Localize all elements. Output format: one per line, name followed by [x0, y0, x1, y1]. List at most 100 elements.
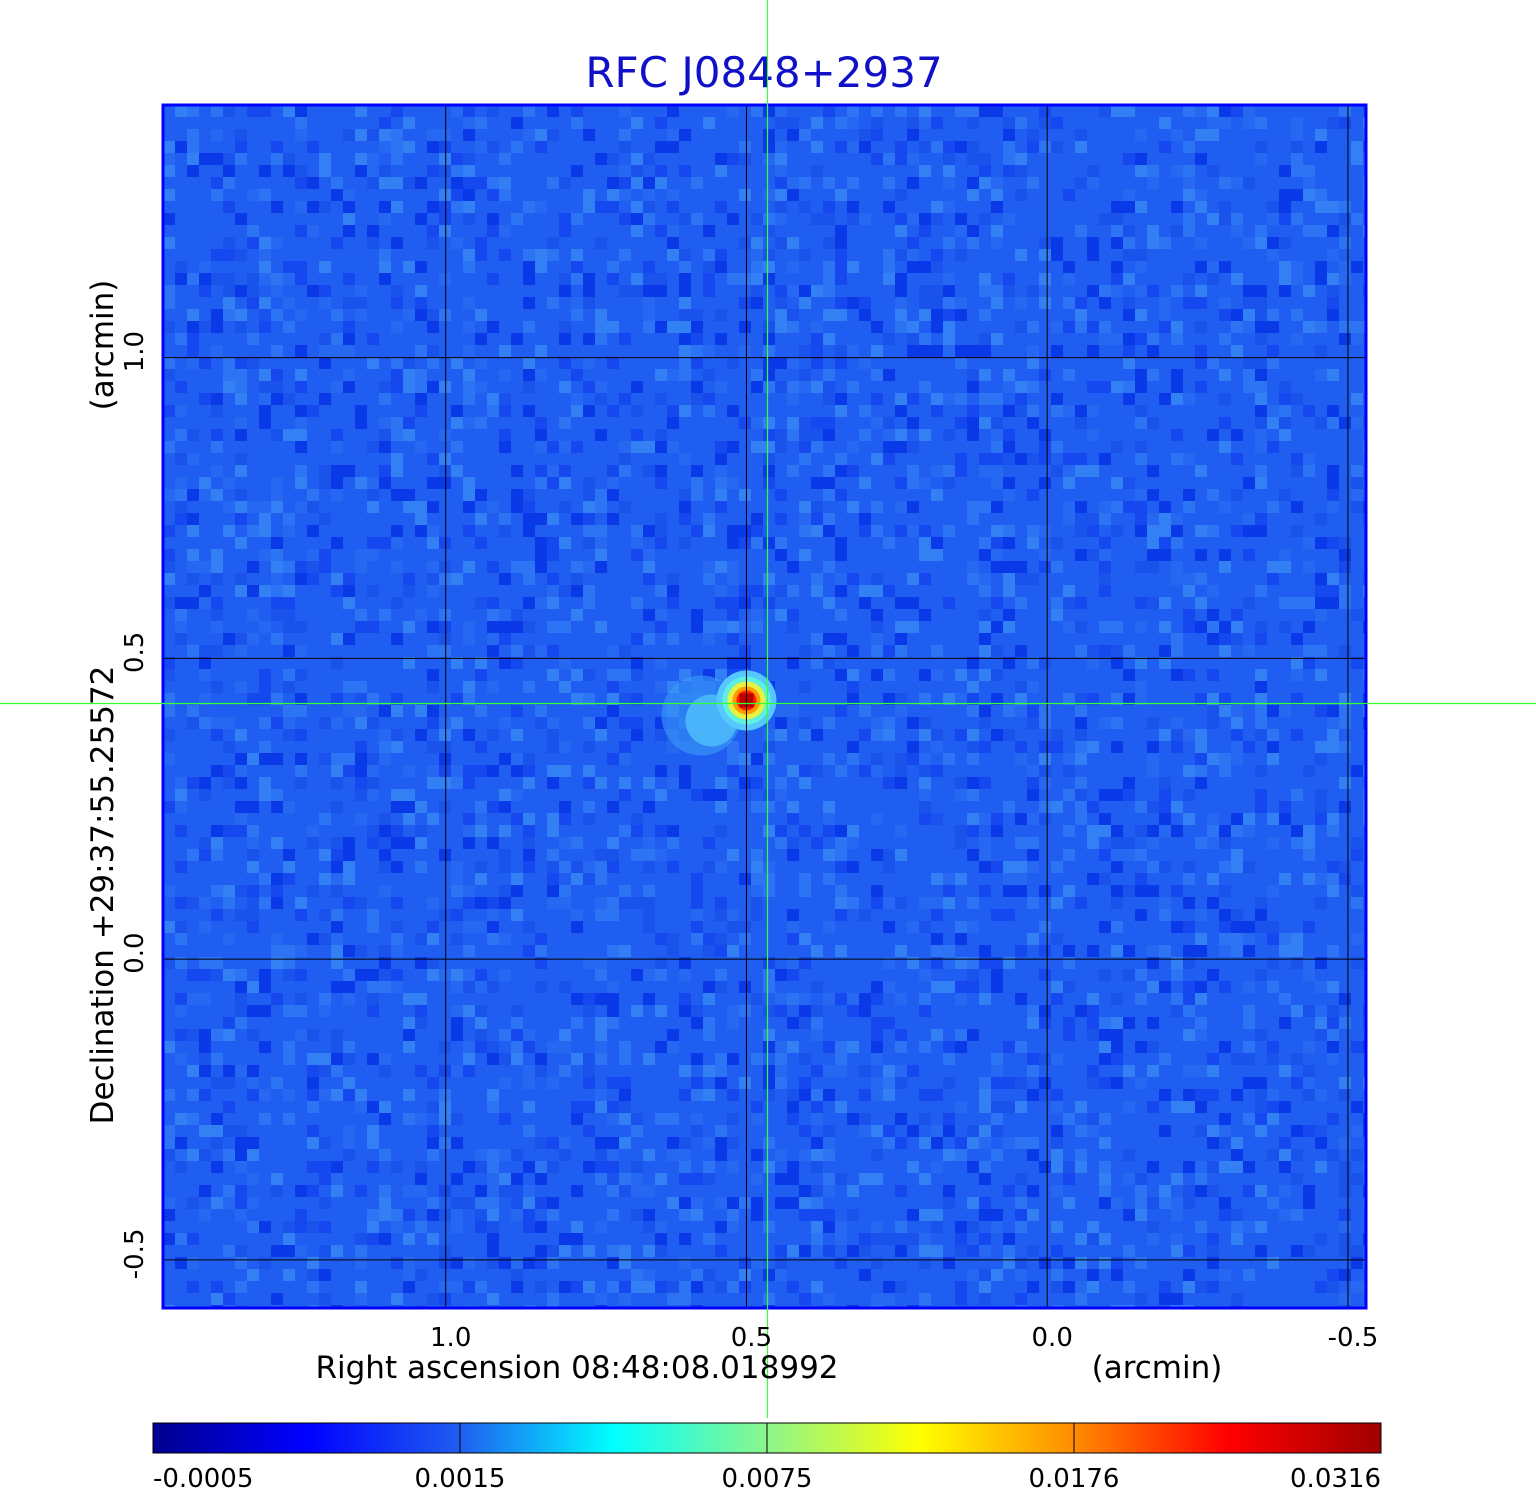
noise-cell [1195, 321, 1207, 333]
noise-cell [679, 957, 691, 969]
noise-cell [1039, 1269, 1051, 1281]
noise-cell [1099, 513, 1111, 525]
noise-cell [1003, 585, 1015, 597]
noise-cell [259, 1233, 271, 1245]
noise-cell [643, 885, 655, 897]
noise-cell [1255, 321, 1267, 333]
noise-cell [991, 417, 1003, 429]
noise-cell [451, 549, 463, 561]
noise-cell [643, 561, 655, 573]
noise-cell [811, 1005, 823, 1017]
noise-cell [1135, 333, 1147, 345]
noise-cell [295, 429, 307, 441]
noise-cell [1183, 1089, 1195, 1101]
noise-cell [163, 297, 175, 309]
noise-cell [1147, 765, 1159, 777]
noise-cell [1159, 585, 1171, 597]
noise-cell [1219, 201, 1231, 213]
noise-cell [1135, 657, 1147, 669]
noise-cell [1243, 1005, 1255, 1017]
noise-cell [871, 117, 883, 129]
noise-cell [199, 693, 211, 705]
noise-cell [247, 297, 259, 309]
noise-cell [919, 717, 931, 729]
noise-cell [631, 201, 643, 213]
noise-cell [847, 201, 859, 213]
noise-cell [1003, 885, 1015, 897]
noise-cell [607, 645, 619, 657]
noise-cell [175, 1005, 187, 1017]
noise-cell [343, 1281, 355, 1293]
noise-cell [775, 777, 787, 789]
noise-cell [787, 705, 799, 717]
noise-cell [1303, 861, 1315, 873]
noise-cell [403, 1269, 415, 1281]
noise-cell [823, 849, 835, 861]
noise-cell [187, 513, 199, 525]
noise-cell [1171, 489, 1183, 501]
noise-cell [991, 537, 1003, 549]
noise-cell [895, 1221, 907, 1233]
noise-cell [607, 357, 619, 369]
noise-cell [775, 537, 787, 549]
noise-cell [235, 1281, 247, 1293]
noise-cell [1027, 813, 1039, 825]
noise-cell [1231, 621, 1243, 633]
noise-cell [1195, 909, 1207, 921]
noise-cell [931, 321, 943, 333]
noise-cell [871, 609, 883, 621]
noise-cell [835, 141, 847, 153]
noise-cell [439, 1113, 451, 1125]
noise-cell [739, 1089, 751, 1101]
noise-cell [331, 753, 343, 765]
noise-cell [499, 657, 511, 669]
noise-cell [1087, 1281, 1099, 1293]
noise-cell [379, 429, 391, 441]
noise-cell [919, 729, 931, 741]
noise-cell [655, 213, 667, 225]
noise-cell [1063, 993, 1075, 1005]
noise-cell [835, 705, 847, 717]
noise-cell [727, 933, 739, 945]
noise-cell [1327, 489, 1339, 501]
noise-cell [463, 201, 475, 213]
noise-cell [919, 789, 931, 801]
noise-cell [763, 729, 775, 741]
noise-cell [1267, 357, 1279, 369]
noise-cell [895, 213, 907, 225]
noise-cell [427, 561, 439, 573]
noise-cell [835, 669, 847, 681]
noise-cell [1207, 837, 1219, 849]
noise-cell [559, 957, 571, 969]
noise-cell [931, 885, 943, 897]
noise-cell [1063, 477, 1075, 489]
noise-cell [211, 1161, 223, 1173]
noise-cell [679, 309, 691, 321]
noise-cell [739, 1029, 751, 1041]
noise-cell [607, 945, 619, 957]
noise-cell [811, 117, 823, 129]
noise-cell [859, 213, 871, 225]
noise-cell [295, 1245, 307, 1257]
noise-cell [1279, 405, 1291, 417]
noise-cell [1243, 357, 1255, 369]
noise-cell [175, 1113, 187, 1125]
noise-cell [751, 525, 763, 537]
noise-cell [247, 213, 259, 225]
noise-cell [667, 1029, 679, 1041]
noise-cell [283, 801, 295, 813]
noise-cell [895, 1245, 907, 1257]
noise-cell [1051, 597, 1063, 609]
noise-cell [967, 297, 979, 309]
noise-cell [775, 309, 787, 321]
noise-cell [1099, 213, 1111, 225]
noise-cell [559, 1149, 571, 1161]
noise-cell [547, 597, 559, 609]
noise-cell [1039, 1053, 1051, 1065]
noise-cell [283, 297, 295, 309]
noise-cell [259, 741, 271, 753]
noise-cell [1255, 417, 1267, 429]
noise-cell [703, 789, 715, 801]
noise-cell [763, 1137, 775, 1149]
noise-cell [1015, 117, 1027, 129]
